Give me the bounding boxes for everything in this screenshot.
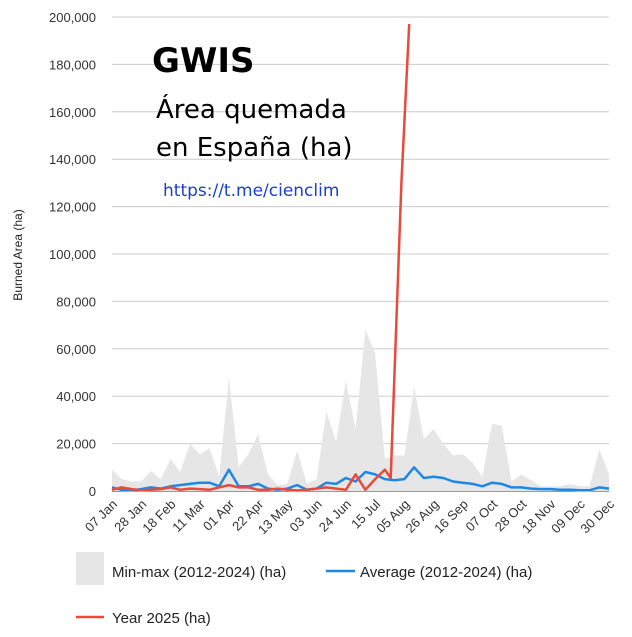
legend-label-min-max: Min-max (2012-2024) (ha) <box>112 564 286 581</box>
average-line-layer <box>111 466 610 492</box>
x-tick-label: 30 Dec <box>577 496 617 536</box>
y-tick-label: 20,000 <box>56 437 96 452</box>
x-tick-label: 07 Jan <box>82 497 120 535</box>
y-tick-label: 40,000 <box>56 389 96 404</box>
y-tick-label: 100,000 <box>49 247 96 262</box>
min-max-band <box>112 329 609 491</box>
y-tick-label: 60,000 <box>56 342 96 357</box>
y-tick-label: 160,000 <box>49 105 96 120</box>
x-tick-label: 18 Feb <box>139 497 178 536</box>
year-2025-line <box>111 24 411 492</box>
legend-swatch-min-max <box>76 552 104 585</box>
overlay-title: GWIS <box>152 41 255 81</box>
x-tick-label: 11 Mar <box>169 496 208 535</box>
legend: Min-max (2012-2024) (ha) Average (2012-2… <box>76 552 532 627</box>
x-tick-label: 24 Jun <box>316 497 354 535</box>
x-tick-label: 07 Oct <box>463 496 501 534</box>
x-tick-label: 03 Jun <box>287 496 325 534</box>
y-tick-label: 80,000 <box>56 294 96 309</box>
telegram-link[interactable]: https://t.me/cienclim <box>163 181 339 201</box>
min-max-band-layer <box>112 329 609 491</box>
x-tick-label: 16 Sep <box>431 496 471 536</box>
y-tick-label: 140,000 <box>49 152 96 167</box>
overlay-subtitle-line1: Área quemada <box>156 93 347 125</box>
overlay-subtitle-line2: en España (ha) <box>156 133 353 163</box>
y-tick-label: 0 <box>89 484 96 499</box>
y-tick-label: 180,000 <box>49 57 96 72</box>
x-tick-label: 01 Apr <box>200 496 238 534</box>
average-line <box>111 466 610 492</box>
year-2025-line-layer <box>111 24 411 492</box>
y-tick-label: 200,000 <box>49 10 96 25</box>
y-axis-ticks: 0 20,000 40,000 60,000 80,000 100,000 120,000 1… <box>49 10 96 499</box>
grid-lines <box>112 16 609 492</box>
legend-label-average: Average (2012-2024) (ha) <box>360 564 532 581</box>
legend-label-year-2025: Year 2025 (ha) <box>112 610 211 627</box>
y-axis-title: Burned Area (ha) <box>11 209 25 300</box>
y-tick-label: 120,000 <box>49 200 96 215</box>
